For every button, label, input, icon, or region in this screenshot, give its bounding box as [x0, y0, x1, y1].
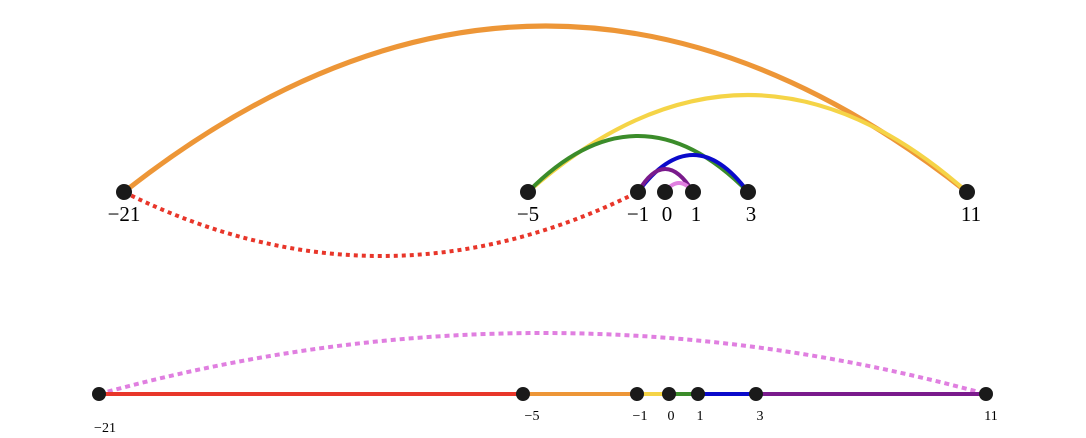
bottom-diagram: −21 −5 −1 0 1 3 11: [92, 331, 998, 436]
point-neg5: [520, 184, 536, 200]
bottom-point-neg1: [630, 387, 644, 401]
point-neg1: [630, 184, 646, 200]
point-neg21: [116, 184, 132, 200]
label-neg5: −5: [517, 202, 539, 226]
label-0: 0: [662, 202, 673, 226]
bottom-point-0: [662, 387, 676, 401]
point-3: [740, 184, 756, 200]
bottom-label-neg5: −5: [525, 409, 540, 424]
bottom-point-1: [691, 387, 705, 401]
bottom-label-3: 3: [757, 409, 764, 424]
point-11: [959, 184, 975, 200]
bottom-point-3: [749, 387, 763, 401]
top-diagram: −21 −5 −1 0 1 3 11: [108, 23, 981, 258]
label-neg1: −1: [627, 202, 649, 226]
bottom-label-0: 0: [668, 409, 675, 424]
label-11: 11: [961, 202, 981, 226]
label-neg21: −21: [108, 202, 141, 226]
point-1: [685, 184, 701, 200]
bottom-label-1: 1: [697, 409, 704, 424]
bottom-point-neg21: [92, 387, 106, 401]
bottom-point-neg5: [516, 387, 530, 401]
label-1: 1: [691, 202, 702, 226]
arc-pink-dotted-neg21-to-11: [98, 331, 987, 396]
bottom-label-neg21: −21: [94, 421, 116, 436]
point-0: [657, 184, 673, 200]
bottom-label-neg1: −1: [633, 409, 648, 424]
arc-orange-neg21-to-11: [121, 23, 970, 195]
bottom-label-11: 11: [984, 409, 997, 424]
bottom-point-11: [979, 387, 993, 401]
arc-purple-neg1-to-1: [636, 167, 695, 194]
arc-red-neg21-to-neg1: [123, 190, 639, 258]
label-3: 3: [746, 202, 757, 226]
arc-green-neg5-to-3: [526, 134, 750, 194]
